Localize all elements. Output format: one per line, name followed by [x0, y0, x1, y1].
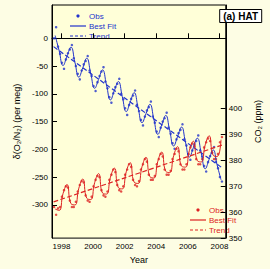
svg-text:-300: -300	[32, 200, 49, 209]
svg-text:Trend: Trend	[89, 32, 110, 41]
svg-text:1998: 1998	[53, 242, 71, 251]
svg-text:Best Fit: Best Fit	[89, 22, 117, 31]
svg-text:-250: -250	[32, 173, 49, 182]
svg-text:360: 360	[229, 208, 243, 217]
svg-text:2002: 2002	[116, 242, 134, 251]
svg-text:Trend: Trend	[209, 225, 230, 235]
svg-text:-100: -100	[32, 89, 49, 98]
svg-text:Year: Year	[130, 255, 148, 265]
svg-text:350: 350	[229, 234, 243, 243]
svg-text:-200: -200	[32, 145, 49, 154]
svg-text:2000: 2000	[84, 242, 102, 251]
svg-text:Obs: Obs	[89, 12, 104, 21]
svg-text:2004: 2004	[147, 242, 165, 251]
svg-text:Best Fit: Best Fit	[209, 216, 237, 225]
svg-text:-150: -150	[32, 117, 49, 126]
svg-text:2008: 2008	[211, 242, 229, 251]
svg-text:2006: 2006	[179, 242, 197, 251]
svg-text:380: 380	[229, 156, 243, 165]
svg-text:-50: -50	[36, 62, 48, 71]
svg-text:Obs: Obs	[209, 206, 224, 215]
svg-text:δ(O₂/N₂) (per meg): δ(O₂/N₂) (per meg)	[12, 84, 22, 160]
svg-text:370: 370	[229, 182, 243, 191]
svg-text:(a) HAT: (a) HAT	[223, 11, 258, 22]
svg-text:CO₂ (ppm): CO₂ (ppm)	[253, 100, 263, 143]
svg-text:390: 390	[229, 130, 243, 139]
svg-text:0: 0	[44, 34, 49, 43]
svg-text:400: 400	[229, 104, 243, 113]
